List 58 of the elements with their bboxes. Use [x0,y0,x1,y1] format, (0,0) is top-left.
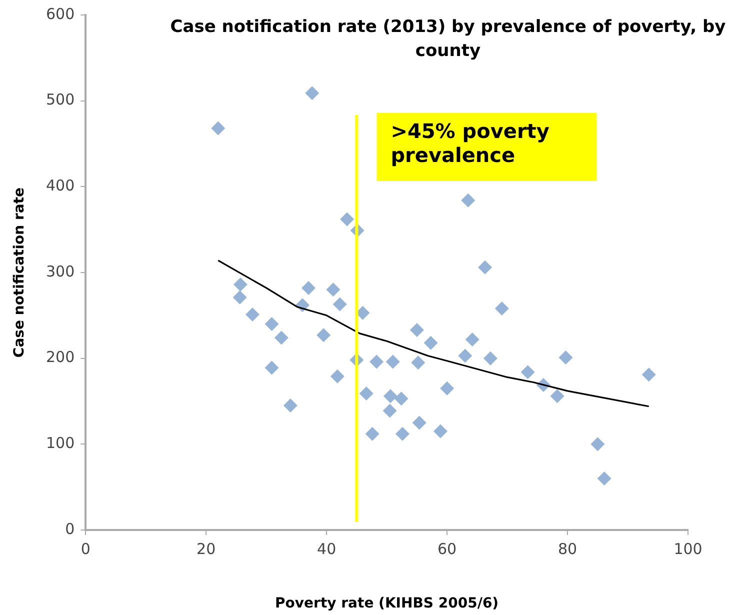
point [558,350,573,364]
point [458,348,472,363]
x-tick-label: 60 [438,540,457,558]
point [316,328,331,342]
y-tick-label: 300 [46,262,75,280]
point [424,336,438,350]
text: Case notification rate (2013) by prevalence of poverty, by county [170,16,726,61]
point [411,356,426,370]
point [412,416,426,430]
point [382,404,397,418]
point [233,278,248,292]
point [395,426,410,441]
point [590,437,605,452]
point [326,282,340,297]
ref-line-label: >45% poverty prevalence [390,119,550,168]
point [340,212,354,226]
point [494,302,509,316]
x-tick-label: 20 [196,540,216,558]
point [597,472,612,486]
point [465,332,480,346]
y-tick-label: 500 [46,90,75,109]
y-tick-label: 100 [46,434,75,452]
y-tick-label: 600 [46,4,75,23]
point [461,193,476,208]
x-axis-title: Poverty rate (KIHBS 2005/6) [275,596,499,612]
point [365,426,380,441]
point [274,330,288,345]
point [332,297,347,312]
point [478,260,492,274]
point [330,369,344,384]
point [520,365,535,380]
point [550,389,564,404]
point [394,392,408,406]
point [370,354,384,369]
point [211,121,226,136]
y-axis-title: Case notification rate [12,187,28,358]
point [302,280,316,295]
point [305,86,320,100]
point [483,351,498,366]
x-tick-label: 100 [674,540,702,558]
point [264,317,279,331]
point [232,290,247,304]
point [386,354,400,369]
point [433,424,448,438]
point [383,389,398,404]
point [283,398,298,413]
point [359,386,374,401]
y-tick-label: 400 [46,176,75,195]
point [410,323,424,338]
x-tick-label: 40 [317,540,336,558]
point [440,381,454,396]
point [642,368,656,382]
x-tick-label: 80 [558,540,578,558]
point [245,308,260,322]
y-tick-label: 200 [46,348,75,366]
x-tick-label: 0 [80,540,90,558]
point [264,360,279,375]
y-tick-label: 0 [65,520,75,538]
